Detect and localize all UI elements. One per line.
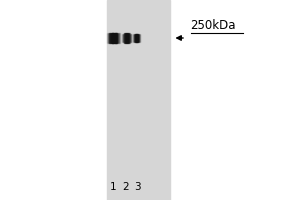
Bar [139, 34, 140, 42]
Text: 250kDa: 250kDa [190, 19, 236, 32]
Bar [137, 34, 138, 42]
Bar [113, 33, 114, 43]
Bar [112, 33, 113, 43]
Bar [111, 33, 112, 43]
Bar [114, 33, 115, 43]
Bar [118, 33, 119, 43]
Bar [126, 33, 127, 43]
Bar [129, 33, 130, 43]
Bar [133, 34, 134, 42]
Bar [135, 34, 136, 42]
Text: 2: 2 [122, 182, 129, 192]
Bar [135, 34, 136, 42]
Bar [118, 33, 119, 43]
Bar [127, 33, 128, 43]
Bar [125, 33, 126, 43]
Bar [106, 0, 170, 200]
Bar [116, 33, 117, 43]
Bar [136, 34, 137, 42]
Bar [108, 33, 109, 43]
Bar [115, 33, 116, 43]
Bar [119, 33, 120, 43]
Bar [125, 33, 126, 43]
Bar [133, 34, 134, 42]
Bar [124, 33, 125, 43]
Bar [107, 33, 108, 43]
Bar [123, 34, 124, 42]
Bar [131, 34, 132, 42]
Bar [130, 34, 131, 42]
Bar [122, 34, 123, 42]
Text: 1: 1 [110, 182, 117, 192]
Bar [139, 34, 140, 42]
Text: 3: 3 [134, 182, 141, 192]
Bar [138, 34, 139, 42]
Bar [124, 33, 125, 43]
Bar [119, 33, 120, 43]
Bar [117, 33, 118, 43]
Bar [128, 33, 129, 43]
Bar [128, 33, 129, 43]
Bar [110, 33, 111, 43]
Bar [134, 34, 135, 42]
Bar [136, 34, 137, 42]
Bar [137, 34, 138, 42]
